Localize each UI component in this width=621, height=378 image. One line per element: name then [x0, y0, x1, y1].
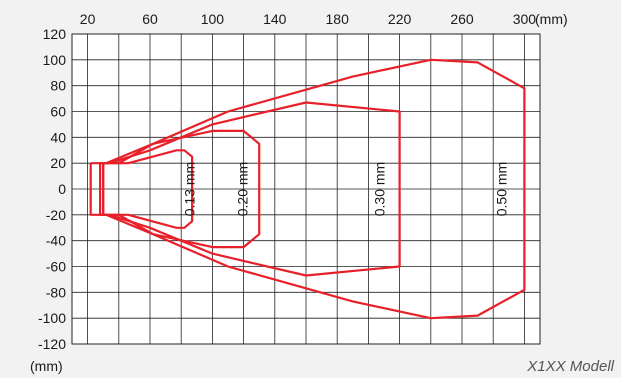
- x-tick-label: 20: [80, 11, 96, 27]
- y-tick-label: -120: [38, 336, 66, 352]
- y-tick-label: 120: [43, 26, 67, 42]
- y-unit-label: (mm): [30, 358, 63, 374]
- x-tick-label: 180: [326, 11, 350, 27]
- y-tick-label: -80: [46, 284, 66, 300]
- y-tick-label: 20: [50, 155, 66, 171]
- x-tick-label: 100: [201, 11, 225, 27]
- reading-zones: 0.13 mm 0.20 mm 0.30 mm 0.50 mm: [89, 58, 526, 320]
- y-tick-label: -100: [38, 310, 66, 326]
- zone-label: 0.20 mm: [234, 162, 250, 216]
- plot-border: [71, 33, 541, 345]
- y-tick-label: 60: [50, 104, 66, 120]
- y-tick-label: 0: [58, 181, 66, 197]
- y-tick-labels: 120 100 80 60 40 20 0 -20 -40 -60 -80 -100 -120: [38, 26, 66, 352]
- zone-label: 0.50 mm: [493, 162, 509, 216]
- zone-outline: [89, 58, 526, 320]
- x-tick-label: 220: [388, 11, 412, 27]
- zone-label: 0.30 mm: [372, 162, 388, 216]
- y-tick-label: -20: [46, 207, 66, 223]
- x-tick-labels: 20 60 100 140 180 220 260 300: [80, 11, 536, 27]
- x-unit-label: (mm): [535, 11, 568, 27]
- x-tick-label: 140: [263, 11, 287, 27]
- zone-outline: [98, 101, 401, 277]
- y-tick-label: -40: [46, 233, 66, 249]
- x-tick-label: 300: [513, 11, 537, 27]
- y-tick-label: 100: [43, 52, 67, 68]
- y-tick-label: 80: [50, 78, 66, 94]
- x-tick-label: 60: [142, 11, 158, 27]
- zone-label: 0.13 mm: [181, 162, 197, 216]
- y-tick-label: 40: [50, 129, 66, 145]
- y-tick-label: -60: [46, 259, 66, 275]
- model-caption: X1XX Modell: [526, 358, 614, 375]
- x-tick-label: 260: [450, 11, 474, 27]
